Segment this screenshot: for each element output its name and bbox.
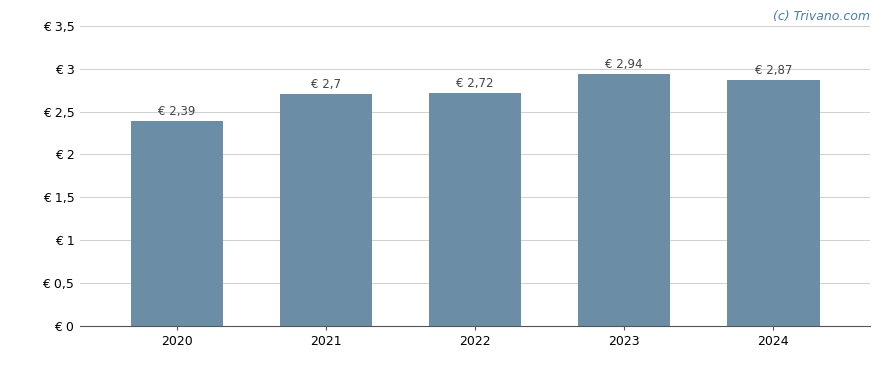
Bar xyxy=(727,80,820,326)
Text: € 2,72: € 2,72 xyxy=(456,77,494,90)
Bar xyxy=(131,121,223,326)
Text: € 2,94: € 2,94 xyxy=(606,58,643,71)
Text: (c) Trivano.com: (c) Trivano.com xyxy=(773,10,870,23)
Text: € 2,7: € 2,7 xyxy=(311,78,341,91)
Bar xyxy=(280,94,372,326)
Bar xyxy=(578,74,670,326)
Text: € 2,87: € 2,87 xyxy=(755,64,792,77)
Text: € 2,39: € 2,39 xyxy=(158,105,195,118)
Bar xyxy=(429,93,521,326)
